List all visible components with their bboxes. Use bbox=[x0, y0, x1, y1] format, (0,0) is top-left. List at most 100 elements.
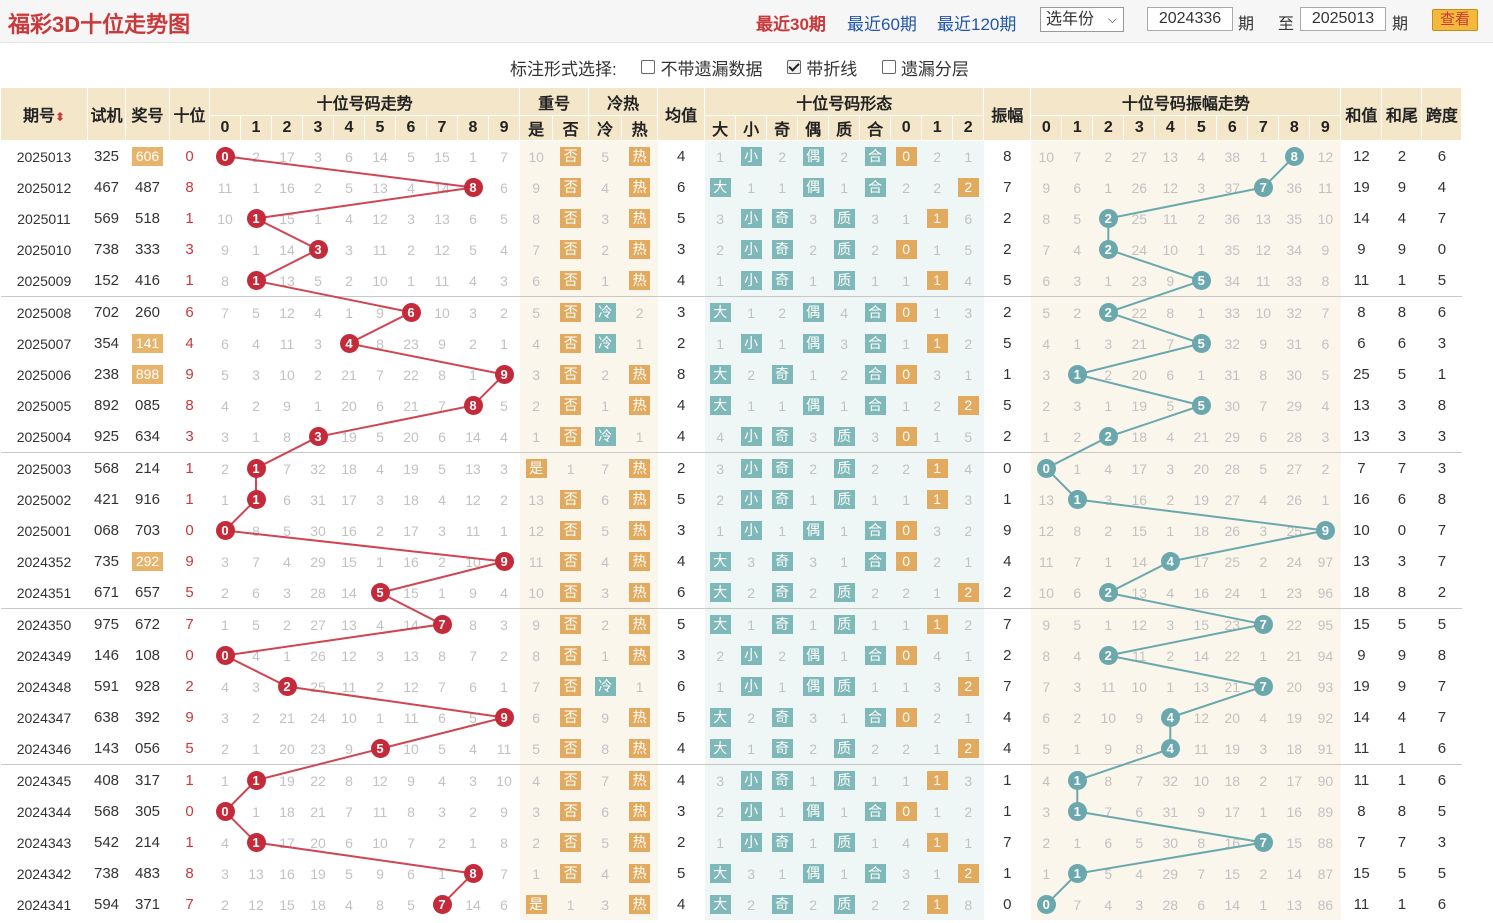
trend-cell: 18 bbox=[271, 796, 303, 827]
trial-cell: 892 bbox=[87, 390, 126, 421]
trend-cell: 8 bbox=[457, 858, 489, 889]
form-chip: 2 bbox=[957, 396, 979, 415]
amp-cell: 2 bbox=[983, 203, 1031, 234]
form-cell: 大 bbox=[704, 546, 736, 577]
amp-trend-cell: 97 bbox=[1309, 546, 1341, 577]
trend-cell: 2 bbox=[488, 640, 520, 671]
amp-trend-cell: 34 bbox=[1278, 234, 1310, 265]
prize-cell: 518 bbox=[125, 203, 170, 234]
form-cell: 1 bbox=[952, 827, 984, 858]
avg-cell: 3 bbox=[657, 640, 705, 671]
form-cell: 0 bbox=[890, 515, 922, 546]
form-cell: 1 bbox=[735, 608, 767, 640]
sum-cell: 11 bbox=[1340, 265, 1382, 297]
avg-cell: 4 bbox=[657, 390, 705, 421]
trend-cell: 1 bbox=[395, 265, 427, 297]
checkbox-icon[interactable] bbox=[641, 60, 656, 74]
hot-chip: 冷 bbox=[594, 303, 616, 322]
form-cell: 奇 bbox=[766, 484, 798, 515]
prize-cell: 371 bbox=[125, 889, 170, 920]
amp-trend-cell: 22 bbox=[1216, 640, 1248, 671]
trend-cell: 3 bbox=[240, 359, 272, 390]
amp-trend-cell: 4 bbox=[1309, 390, 1341, 421]
option-missing-layer[interactable]: 遗漏分层 bbox=[881, 55, 969, 80]
issue-cell: 2025003 bbox=[0, 452, 88, 484]
options-label: 标注形式选择: bbox=[510, 60, 617, 79]
amp-ball: 2 bbox=[1098, 209, 1118, 228]
amp-trend-cell: 8 bbox=[1247, 359, 1279, 390]
col-header-issue[interactable]: 期号⬍ bbox=[0, 87, 88, 141]
trend-cell: 2 bbox=[364, 515, 396, 546]
form-chip: 小 bbox=[740, 271, 762, 290]
trend-cell: 12 bbox=[457, 484, 489, 515]
amp-trend-cell: 9 bbox=[1185, 796, 1217, 827]
period-60-link[interactable]: 最近60期 bbox=[847, 15, 917, 34]
hot-cell: 2 bbox=[588, 608, 622, 640]
avg-cell: 4 bbox=[657, 733, 705, 765]
from-issue-input[interactable]: 2024336 bbox=[1147, 7, 1233, 31]
form-cell: 2 bbox=[952, 172, 984, 203]
amp-ball: 7 bbox=[1253, 615, 1273, 634]
query-button[interactable]: 查看 bbox=[1432, 9, 1478, 31]
trend-cell: 21 bbox=[395, 390, 427, 421]
trend-cell: 28 bbox=[302, 577, 334, 609]
form-chip: 质 bbox=[833, 240, 855, 259]
form-cell: 大 bbox=[704, 296, 736, 328]
trend-cell: 3 bbox=[209, 546, 241, 577]
table-row: 2024341 594 371 7 2 12 15 18 4 8 5 7 14 6 是 1 3 热 4 大 2 奇 2 质 2 2… bbox=[0, 889, 1462, 920]
form-chip: 小 bbox=[740, 521, 762, 540]
amp-cell: 4 bbox=[983, 702, 1031, 733]
form-cell: 1 bbox=[859, 265, 891, 297]
form-cell: 3 bbox=[921, 515, 953, 546]
hot-cell: 6 bbox=[588, 796, 622, 827]
hot-chip: 热 bbox=[629, 708, 651, 727]
group-header-repeat: 重号 bbox=[519, 87, 590, 116]
trend-cell: 15 bbox=[395, 577, 427, 609]
option-polyline[interactable]: 带折线 bbox=[787, 55, 857, 80]
amp-trend-cell: 1 bbox=[1185, 296, 1217, 328]
span-cell: 7 bbox=[1421, 671, 1462, 702]
hot-chip: 热 bbox=[629, 209, 651, 228]
repeat-cell: 10 bbox=[519, 140, 553, 172]
form-chip: 大 bbox=[709, 615, 731, 634]
amp-trend-cell: 1 bbox=[1247, 640, 1279, 671]
prize-cell: 260 bbox=[125, 296, 170, 328]
form-chip: 合 bbox=[864, 864, 886, 883]
amp-trend-cell: 11 bbox=[1092, 671, 1124, 702]
to-issue-input[interactable]: 2025013 bbox=[1300, 7, 1386, 31]
trend-cell: 16 bbox=[333, 515, 365, 546]
form-cell: 1 bbox=[921, 764, 953, 796]
table-row: 2025011 569 518 1 10 1 15 1 4 12 3 13 6 5 8 否 3 热 5 3 小奇 3 质 3 1… bbox=[0, 203, 1462, 234]
amp-trend-cell: 88 bbox=[1309, 827, 1341, 858]
amp-trend-cell: 24 bbox=[1278, 546, 1310, 577]
sum-cell: 15 bbox=[1340, 608, 1382, 640]
period-120-link[interactable]: 最近120期 bbox=[937, 15, 1017, 34]
form-cell: 2 bbox=[890, 733, 922, 765]
checkbox-icon[interactable] bbox=[881, 60, 896, 74]
year-select[interactable]: 选年份 ⌵ bbox=[1040, 7, 1124, 32]
amp-trend-cell: 6 bbox=[1061, 172, 1093, 203]
trend-cell: 1 bbox=[302, 390, 334, 421]
form-cell: 大 bbox=[704, 608, 736, 640]
col-header-prize: 奖号 bbox=[125, 87, 170, 141]
amp-ball: 2 bbox=[1098, 583, 1118, 602]
trend-cell: 7 bbox=[395, 827, 427, 858]
sum-tail-cell: 8 bbox=[1381, 577, 1422, 609]
amp-trend-cell: 3 bbox=[1092, 484, 1124, 515]
form-chip: 合 bbox=[864, 802, 886, 821]
option-no-missing[interactable]: 不带遗漏数据 bbox=[641, 55, 762, 80]
period-30-link[interactable]: 最近30期 bbox=[756, 15, 826, 34]
hot-cell: 热 bbox=[621, 234, 658, 265]
repeat-cell: 1 bbox=[552, 452, 589, 484]
checkbox-checked-icon[interactable] bbox=[787, 60, 802, 74]
trial-cell: 354 bbox=[87, 328, 126, 359]
amp-trend-cell: 5 bbox=[1309, 359, 1341, 390]
form-col-header: 合 bbox=[859, 115, 892, 141]
hot-cell: 4 bbox=[588, 858, 622, 889]
hot-cell: 热 bbox=[621, 546, 658, 577]
hot-chip: 冷 bbox=[594, 677, 616, 696]
amp-cell: 0 bbox=[983, 452, 1031, 484]
amp-trend-cell: 2 bbox=[1092, 640, 1124, 671]
form-cell: 4 bbox=[828, 296, 860, 328]
form-chip: 1 bbox=[926, 615, 948, 634]
